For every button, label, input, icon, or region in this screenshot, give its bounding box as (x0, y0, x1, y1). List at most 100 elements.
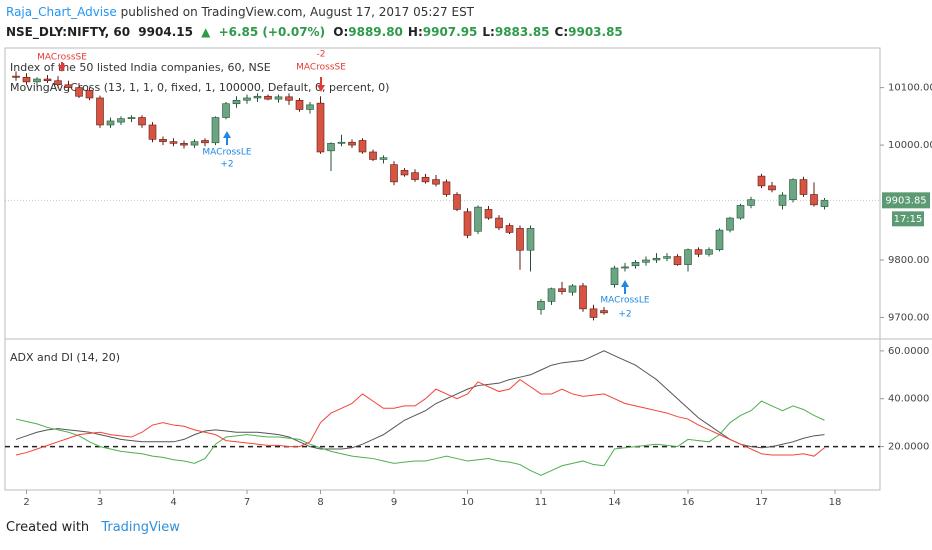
candle (106, 117, 115, 128)
price: 9904.15 (138, 25, 193, 39)
candle-body (579, 285, 587, 310)
symbol-line: NSE_DLY:NIFTY, 60 9904.15 ▲ +6.85 (+0.07… (6, 25, 632, 39)
candle-body (621, 266, 629, 269)
candle-body (201, 140, 209, 144)
candle-body (96, 97, 104, 126)
chart: 2 3 4 7 8 9 10 11 14 16 17 18 9700.00 9800.00 10000.00… (4, 47, 932, 508)
x-tick-label: 8 (317, 497, 323, 508)
candle (96, 95, 104, 128)
symbol: NSE_DLY:NIFTY, 60 (6, 25, 131, 39)
candle (285, 93, 293, 105)
candle-body (180, 143, 188, 146)
candle (274, 94, 283, 103)
candle-body (369, 151, 377, 160)
candle (526, 225, 535, 272)
y-tick-label: 9700.00 (888, 312, 929, 323)
candle-body (453, 194, 461, 210)
signal-arrow-head (317, 85, 325, 92)
candle-body (264, 95, 272, 100)
candle-body (537, 301, 545, 310)
candle (820, 197, 829, 210)
last-price-tag (882, 192, 930, 209)
y-tick-label: 20.0000 (888, 442, 929, 453)
pane-title: ADX and DI (14, 20) (10, 351, 120, 364)
signal-label: +2 (220, 160, 233, 170)
candle-body (295, 99, 304, 110)
ohlc-label: O: (333, 25, 349, 39)
candle (190, 139, 199, 148)
candle (736, 203, 745, 220)
candle (232, 96, 241, 108)
candle (631, 260, 640, 269)
candle (264, 94, 272, 101)
candle (463, 208, 472, 239)
candle-body (442, 181, 451, 195)
candle-body (33, 78, 41, 83)
candle-body (348, 141, 356, 146)
candle (85, 87, 94, 101)
candle-body (117, 118, 125, 123)
candle-body (127, 117, 136, 119)
candle (642, 256, 650, 266)
candle-body (411, 172, 419, 180)
candle (432, 174, 440, 187)
candle (33, 77, 41, 87)
brand[interactable]: TradingView (101, 520, 180, 535)
x-tick-label: 18 (829, 497, 842, 508)
candle (211, 116, 220, 146)
candle (327, 142, 335, 171)
ohlc-value: 9883.85 (494, 25, 550, 39)
created: Created with (6, 520, 90, 535)
signal-label: -2 (317, 50, 326, 60)
candle (726, 216, 734, 233)
candle (253, 93, 262, 102)
y-tick-label: 60.0000 (888, 346, 929, 357)
x-tick-label: 7 (244, 497, 250, 508)
candle-body (54, 80, 62, 86)
candle (148, 122, 157, 143)
pane-title: Index of the 50 listed India companies, … (10, 61, 271, 74)
candle-body (253, 95, 262, 99)
author[interactable]: Raja_Chart_Advise (6, 5, 117, 19)
candle-body (316, 102, 325, 153)
x-tick-label: 10 (461, 497, 474, 508)
candle-body (106, 120, 115, 126)
footer: Created with TradingView (6, 520, 180, 535)
pane-subtitle: MovingAvgCross (13, 1, 1, 0, fixed, 1, 1… (10, 81, 389, 94)
publish-line: Raja_Chart_Advise published on TradingVi… (6, 5, 474, 19)
candle (379, 155, 388, 164)
candle-body (432, 179, 440, 185)
candle (127, 115, 136, 123)
candle-body (526, 228, 535, 251)
candle-body (306, 104, 314, 110)
candle (705, 247, 713, 257)
candle-body (400, 170, 409, 176)
candle (421, 173, 430, 184)
candle (789, 178, 797, 203)
candle-body (799, 179, 808, 195)
candle-body (610, 267, 619, 286)
change: +6.85 (+0.07%) (218, 25, 326, 39)
candle-body (379, 157, 388, 160)
candle (684, 248, 692, 272)
candle (810, 182, 818, 207)
x-tick-label: 4 (170, 497, 176, 508)
x-tick-label: 14 (608, 497, 621, 508)
candle (316, 96, 325, 154)
signal-label: MACrossLE (202, 148, 251, 158)
candle (757, 173, 766, 189)
candle (369, 149, 377, 162)
candle-body (285, 96, 293, 101)
candle-body (673, 256, 682, 265)
indicator-line (15, 400, 825, 476)
candle-body (642, 259, 650, 263)
candle (799, 176, 808, 197)
candle (390, 161, 398, 186)
x-tick-label: 17 (755, 497, 768, 508)
plot-frame (4, 47, 881, 491)
candle-body (558, 288, 566, 292)
candle (568, 284, 577, 296)
indicator-line (15, 378, 825, 457)
candle (663, 253, 671, 262)
indicator-line (15, 350, 825, 450)
